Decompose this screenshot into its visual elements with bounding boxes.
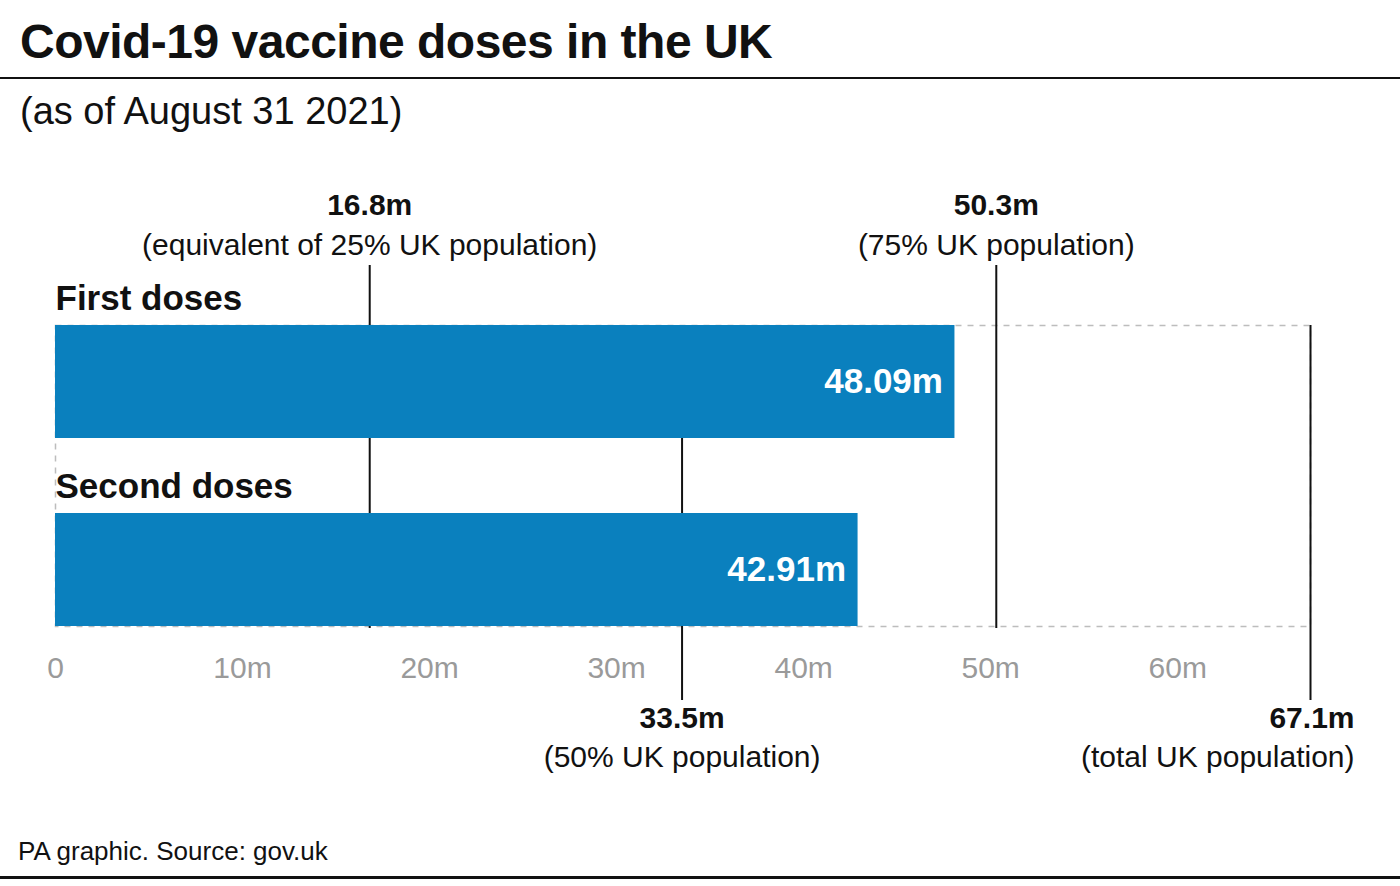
svg-text:(75% UK population): (75% UK population) [858, 228, 1135, 261]
svg-text:(total UK population): (total UK population) [1081, 740, 1355, 773]
svg-text:First doses: First doses [56, 278, 243, 317]
svg-text:60m: 60m [1149, 651, 1207, 684]
svg-text:20m: 20m [400, 651, 458, 684]
svg-text:16.8m: 16.8m [327, 188, 412, 221]
svg-text:67.1m: 67.1m [1269, 701, 1354, 734]
svg-text:(50% UK population): (50% UK population) [544, 740, 821, 773]
svg-text:40m: 40m [774, 651, 832, 684]
svg-text:48.09m: 48.09m [824, 361, 943, 400]
html-text:Covid-19 vaccine doses in the: Covid-19 vaccine doses in the UK [20, 15, 773, 68]
svg-text:50m: 50m [961, 651, 1019, 684]
html-text:PA graphic. Source: gov.uk: PA graphic. Source: gov.uk [18, 836, 328, 866]
svg-text:50.3m: 50.3m [954, 188, 1039, 221]
svg-text:30m: 30m [587, 651, 645, 684]
svg-text:10m: 10m [213, 651, 271, 684]
svg-text:(equivalent of 25% UK populati: (equivalent of 25% UK population) [142, 228, 597, 261]
svg-text:0: 0 [47, 651, 64, 684]
svg-text:42.91m: 42.91m [727, 549, 846, 588]
svg-text:Second doses: Second doses [56, 466, 293, 505]
svg-text:33.5m: 33.5m [640, 701, 725, 734]
html-text:(as of August 31 2021): (as of August 31 2021) [20, 90, 403, 132]
